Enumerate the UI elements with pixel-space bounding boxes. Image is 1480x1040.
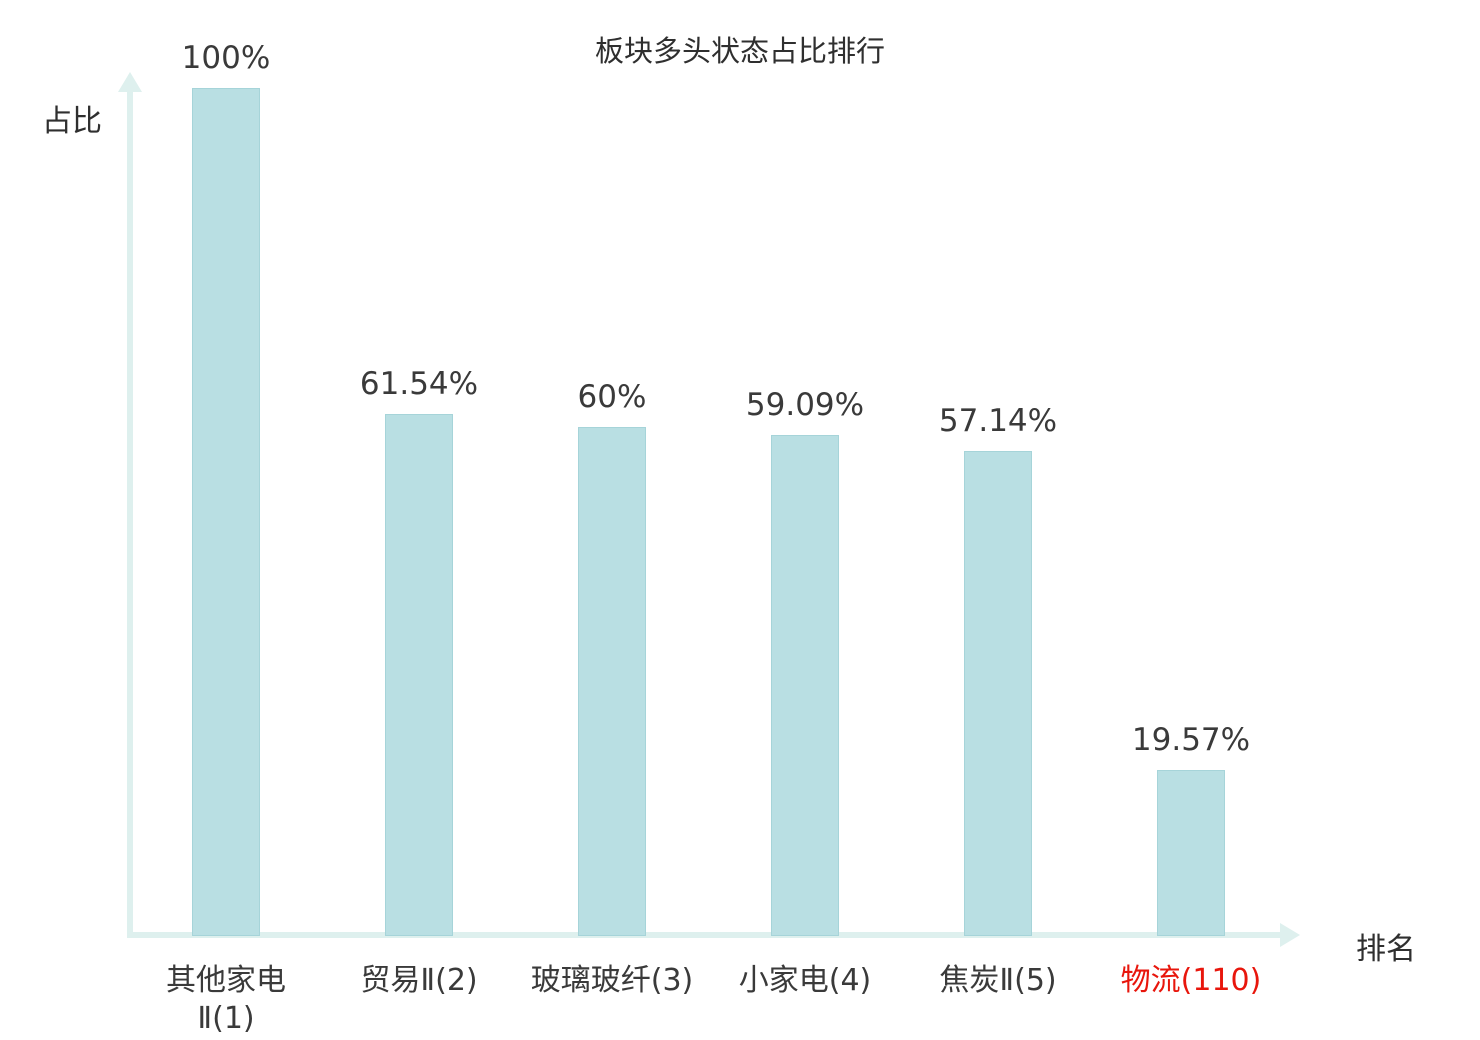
- bar-category-label: 焦炭Ⅱ(5): [939, 963, 1057, 998]
- bar-value-label: 57.14%: [938, 403, 1058, 439]
- bar-value-label: 61.54%: [359, 366, 479, 402]
- bar-value-label: 19.57%: [1131, 722, 1251, 758]
- y-axis-label: 占比: [42, 104, 102, 139]
- y-axis-arrow-icon: [118, 72, 142, 92]
- bar-value-label: 60%: [577, 379, 647, 415]
- y-axis: [127, 90, 133, 938]
- bar: [1157, 770, 1225, 936]
- bar-category-label: 物流(110): [1120, 963, 1262, 998]
- bar: [192, 88, 260, 936]
- bar-value-label: 59.09%: [745, 387, 865, 423]
- bar-category-label: 小家电(4): [738, 963, 872, 998]
- bar-category-label: 其他家电Ⅱ(1): [166, 963, 286, 1036]
- bar: [385, 414, 453, 936]
- bar: [578, 427, 646, 936]
- x-axis-arrow-icon: [1280, 923, 1300, 947]
- x-axis: [127, 932, 1285, 938]
- bar: [771, 435, 839, 936]
- bar-category-label: 玻璃玻纤(3): [530, 963, 694, 998]
- x-axis-label: 排名: [1356, 932, 1416, 967]
- bar-value-label: 100%: [181, 40, 271, 76]
- chart-title: 板块多头状态占比排行: [594, 34, 885, 68]
- bar: [964, 451, 1032, 936]
- bar-category-label: 贸易Ⅱ(2): [360, 963, 478, 998]
